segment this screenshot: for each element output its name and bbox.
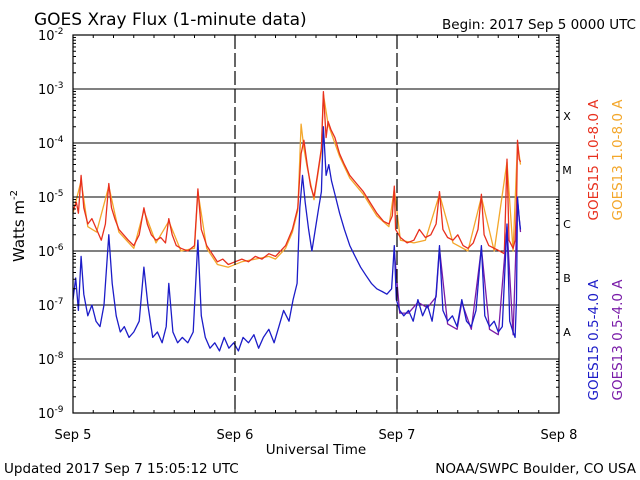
y-tick-label: 10-8 — [38, 351, 64, 368]
legend-entry: GOES15 0.5-4.0 A — [586, 279, 602, 401]
legend-label: GOES13 0.5-4.0 A — [610, 279, 626, 401]
series-line — [72, 126, 522, 352]
flare-class-label: C — [563, 218, 571, 231]
x-axis: Sep 5 Sep 6 Sep 7 Sep 8 — [55, 35, 578, 443]
legend-label: GOES15 0.5-4.0 A — [586, 279, 602, 401]
y-tick-label: 10-2 — [38, 27, 64, 44]
series-line — [72, 93, 522, 268]
begin-label: Begin: 2017 Sep 5 0000 UTC — [442, 17, 636, 33]
y-axis: 10-2 10-3 10-4 10-5 10-6 10-7 10-8 10-9 — [38, 27, 559, 422]
legend-entry: GOES13 0.5-4.0 A — [610, 279, 626, 401]
legend-entry: GOES13 1.0-8.0 A — [610, 99, 626, 221]
y-axis-title-text: Watts m — [10, 200, 28, 262]
series-group — [72, 91, 522, 352]
legend-label: GOES13 1.0-8.0 A — [610, 99, 626, 221]
y-tick-label: 10-7 — [38, 297, 64, 314]
flare-class-label: A — [563, 326, 571, 339]
flare-class-label: X — [563, 110, 571, 123]
legend-entry: GOES15 1.0-8.0 A — [586, 99, 602, 221]
x-axis-title: Universal Time — [266, 442, 366, 458]
grid-lines — [73, 88, 559, 360]
x-tick-label: Sep 5 — [55, 428, 92, 443]
credit-label: NOAA/SWPC Boulder, CO USA — [435, 461, 637, 477]
y-tick-label: 10-3 — [38, 81, 64, 98]
legend-label: GOES15 1.0-8.0 A — [586, 99, 602, 221]
y-tick-label: 10-9 — [38, 405, 64, 422]
y-axis-title-exponent: -2 — [9, 190, 20, 200]
series-line — [72, 91, 522, 266]
y-tick-label: 10-4 — [38, 135, 64, 152]
legend: GOES15 1.0-8.0 A GOES13 1.0-8.0 A GOES15 0… — [586, 99, 626, 401]
x-tick-label: Sep 6 — [217, 428, 254, 443]
y-tick-label: 10-5 — [38, 189, 64, 206]
chart-title: GOES Xray Flux (1-minute data) — [34, 10, 307, 30]
updated-label: Updated 2017 Sep 7 15:05:12 UTC — [4, 461, 239, 477]
flare-class-label: M — [562, 164, 572, 177]
x-tick-label: Sep 8 — [541, 428, 578, 443]
flare-class-labels: X M C B A — [562, 110, 572, 339]
y-axis-title-group: Watts m-2 — [9, 190, 28, 262]
flare-class-label: B — [563, 272, 571, 285]
y-axis-title: Watts m-2 — [9, 190, 28, 262]
y-tick-label: 10-6 — [38, 243, 64, 260]
x-tick-label: Sep 7 — [379, 428, 416, 443]
series-line — [393, 199, 522, 336]
